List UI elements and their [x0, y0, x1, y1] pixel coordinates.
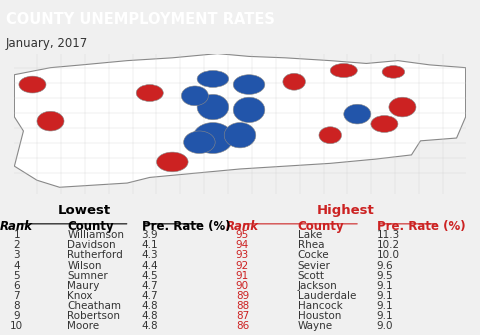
Ellipse shape	[382, 66, 405, 78]
Text: 87: 87	[236, 311, 249, 321]
Text: Rank: Rank	[0, 220, 34, 232]
Text: 89: 89	[236, 291, 249, 301]
Text: Highest: Highest	[317, 204, 374, 217]
Text: County: County	[298, 220, 344, 232]
Text: 4.1: 4.1	[142, 240, 158, 250]
Ellipse shape	[181, 86, 208, 106]
Text: 4.8: 4.8	[142, 301, 158, 311]
Text: 92: 92	[236, 261, 249, 271]
Text: 4.4: 4.4	[142, 261, 158, 271]
Ellipse shape	[224, 123, 256, 148]
Ellipse shape	[319, 127, 341, 144]
Text: 2: 2	[13, 240, 20, 250]
Text: 6: 6	[13, 281, 20, 291]
Ellipse shape	[371, 116, 398, 132]
Text: 9.1: 9.1	[377, 301, 394, 311]
Text: 86: 86	[236, 321, 249, 331]
Text: Houston: Houston	[298, 311, 341, 321]
Ellipse shape	[330, 63, 357, 77]
Text: COUNTY UNEMPLOYMENT RATES: COUNTY UNEMPLOYMENT RATES	[6, 12, 275, 27]
Text: 9.1: 9.1	[377, 281, 394, 291]
Text: Pre. Rate (%): Pre. Rate (%)	[377, 220, 466, 232]
Text: 90: 90	[236, 281, 249, 291]
Text: Wayne: Wayne	[298, 321, 333, 331]
Text: Cocke: Cocke	[298, 251, 329, 260]
Text: 8: 8	[13, 301, 20, 311]
Text: 4.7: 4.7	[142, 291, 158, 301]
Text: 88: 88	[236, 301, 249, 311]
Text: Cheatham: Cheatham	[67, 301, 121, 311]
Text: 9: 9	[13, 311, 20, 321]
Text: 11.3: 11.3	[377, 230, 400, 240]
Text: 7: 7	[13, 291, 20, 301]
Text: 10.2: 10.2	[377, 240, 400, 250]
Polygon shape	[14, 54, 466, 187]
Text: January, 2017: January, 2017	[6, 37, 88, 50]
Text: Williamson: Williamson	[67, 230, 124, 240]
Text: Davidson: Davidson	[67, 240, 116, 250]
Text: 9.1: 9.1	[377, 311, 394, 321]
Text: Rhea: Rhea	[298, 240, 324, 250]
Text: Robertson: Robertson	[67, 311, 120, 321]
Ellipse shape	[183, 131, 215, 153]
Text: 10: 10	[10, 321, 24, 331]
Ellipse shape	[389, 97, 416, 117]
Text: 95: 95	[236, 230, 249, 240]
Text: 3.9: 3.9	[142, 230, 158, 240]
Ellipse shape	[283, 73, 305, 90]
Text: Lake: Lake	[298, 230, 322, 240]
Ellipse shape	[136, 84, 163, 102]
Ellipse shape	[197, 94, 228, 120]
Text: 4.7: 4.7	[142, 281, 158, 291]
Text: Maury: Maury	[67, 281, 99, 291]
Text: 1: 1	[13, 230, 20, 240]
Ellipse shape	[156, 152, 188, 172]
Text: 9.1: 9.1	[377, 291, 394, 301]
Ellipse shape	[37, 111, 64, 131]
Text: 9.6: 9.6	[377, 261, 394, 271]
Ellipse shape	[233, 75, 265, 94]
Text: 4: 4	[13, 261, 20, 271]
Text: Sumner: Sumner	[67, 271, 108, 281]
Ellipse shape	[344, 104, 371, 124]
Text: Moore: Moore	[67, 321, 99, 331]
Text: Jackson: Jackson	[298, 281, 337, 291]
Text: 4.3: 4.3	[142, 251, 158, 260]
Text: Wilson: Wilson	[67, 261, 102, 271]
Ellipse shape	[197, 70, 228, 87]
Text: Lauderdale: Lauderdale	[298, 291, 356, 301]
Text: Sevier: Sevier	[298, 261, 330, 271]
Text: 94: 94	[236, 240, 249, 250]
Text: 5: 5	[13, 271, 20, 281]
Text: 9.0: 9.0	[377, 321, 393, 331]
Text: 93: 93	[236, 251, 249, 260]
Text: Lowest: Lowest	[58, 204, 110, 217]
Text: 3: 3	[13, 251, 20, 260]
Ellipse shape	[19, 76, 46, 93]
Ellipse shape	[192, 123, 233, 153]
Text: Pre. Rate (%): Pre. Rate (%)	[142, 220, 230, 232]
Text: Rank: Rank	[226, 220, 259, 232]
Text: 4.5: 4.5	[142, 271, 158, 281]
Text: 4.8: 4.8	[142, 311, 158, 321]
Text: Scott: Scott	[298, 271, 324, 281]
Text: Hancock: Hancock	[298, 301, 342, 311]
Ellipse shape	[233, 97, 265, 123]
Text: Rutherford: Rutherford	[67, 251, 123, 260]
Text: 9.5: 9.5	[377, 271, 394, 281]
Text: County: County	[67, 220, 114, 232]
Text: 10.0: 10.0	[377, 251, 400, 260]
Text: 91: 91	[236, 271, 249, 281]
Text: Knox: Knox	[67, 291, 93, 301]
Text: 4.8: 4.8	[142, 321, 158, 331]
